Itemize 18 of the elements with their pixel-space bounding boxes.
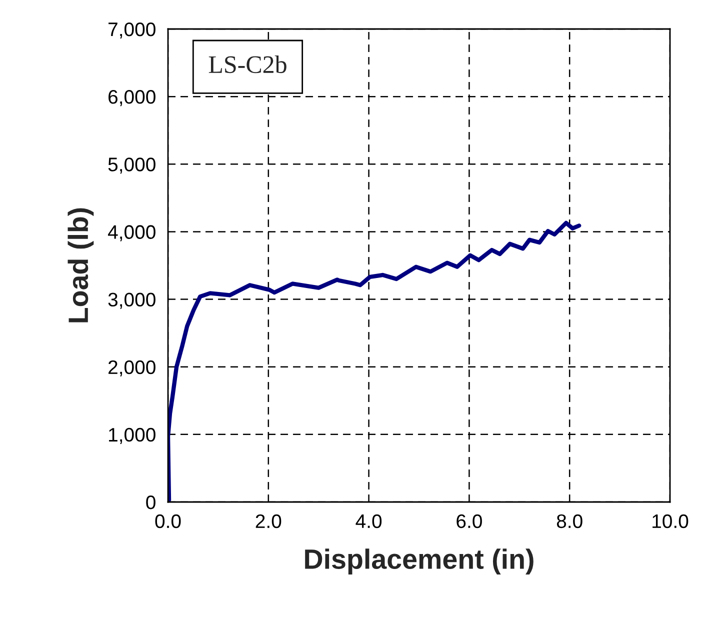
y-tick-label: 3,000 bbox=[108, 292, 156, 309]
y-tick-label: 7,000 bbox=[108, 22, 156, 39]
x-tick-label: 8.0 bbox=[556, 514, 582, 528]
x-tick-label: 10.0 bbox=[652, 514, 688, 528]
x-tick-label: 4.0 bbox=[356, 514, 382, 528]
y-tick-label: 5,000 bbox=[108, 158, 156, 174]
y-tick-label: 0 bbox=[146, 495, 156, 510]
line-series bbox=[168, 220, 582, 502]
y-tick-label: 1,000 bbox=[109, 428, 156, 444]
x-axis-title: Displacement (in) bbox=[305, 548, 534, 574]
y-axis-title: Load (lb) bbox=[68, 208, 94, 322]
x-tick-label: 2.0 bbox=[256, 514, 282, 528]
x-tick-label: 0.0 bbox=[155, 514, 181, 528]
y-tick-label: 6,000 bbox=[108, 90, 156, 106]
x-tick-label: 6.0 bbox=[456, 514, 482, 528]
annotation: LS-C2b bbox=[208, 56, 286, 74]
y-tick-label: 2,000 bbox=[108, 360, 156, 376]
y-tick-label: 4,000 bbox=[108, 225, 156, 242]
